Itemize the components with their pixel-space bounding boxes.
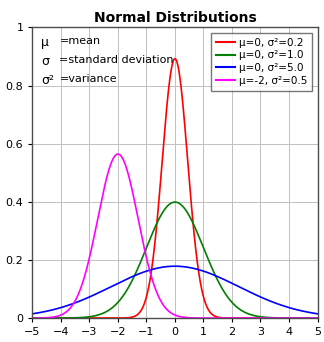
Text: σ²: σ² [41, 74, 54, 87]
Title: Normal Distributions: Normal Distributions [94, 11, 256, 25]
Text: =variance: =variance [60, 74, 117, 84]
Text: σ: σ [41, 55, 49, 68]
Text: =standard deviation: =standard deviation [60, 55, 174, 65]
Text: =mean: =mean [60, 36, 101, 46]
Text: μ: μ [41, 36, 49, 49]
Legend: μ=0, σ²=0.2, μ=0, σ²=1.0, μ=0, σ²=5.0, μ=-2, σ²=0.5: μ=0, σ²=0.2, μ=0, σ²=1.0, μ=0, σ²=5.0, μ… [211, 32, 312, 91]
